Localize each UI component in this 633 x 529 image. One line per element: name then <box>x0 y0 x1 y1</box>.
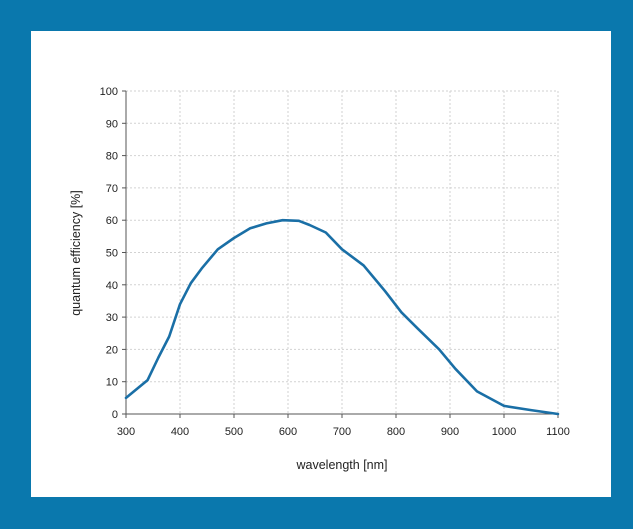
y-tick-label-5: 50 <box>106 248 118 260</box>
x-tick-label-5: 800 <box>387 426 405 438</box>
x-tick-label-2: 500 <box>225 426 243 438</box>
y-axis-ticks: 0 10 20 30 40 50 60 70 80 90 100 <box>100 86 126 421</box>
x-tick-label-8: 1100 <box>546 426 570 438</box>
x-tick-label-0: 300 <box>117 426 135 438</box>
series-group <box>124 218 560 416</box>
x-axis-ticks: 300 400 500 600 700 800 900 1000 1100 <box>117 414 570 438</box>
y-axis-title: quantum efficiency [%] <box>69 190 83 316</box>
grid <box>126 90 559 414</box>
y-tick-label-4: 40 <box>106 280 118 292</box>
x-tick-label-7: 1000 <box>492 426 516 438</box>
x-tick-label-3: 600 <box>279 426 297 438</box>
y-tick-label-1: 10 <box>106 377 118 389</box>
x-axis-title: wavelength [nm] <box>295 458 387 472</box>
y-tick-label-9: 90 <box>106 118 118 130</box>
y-tick-label-8: 80 <box>106 151 118 163</box>
y-tick-label-0: 0 <box>112 409 118 421</box>
x-tick-label-6: 900 <box>441 426 459 438</box>
series-line-0 <box>124 218 560 416</box>
x-tick-label-1: 400 <box>171 426 189 438</box>
y-tick-label-7: 70 <box>106 183 118 195</box>
y-tick-label-2: 20 <box>106 344 118 356</box>
y-tick-label-6: 60 <box>106 215 118 227</box>
chart-panel <box>31 31 611 497</box>
y-tick-label-3: 30 <box>106 312 118 324</box>
x-tick-label-4: 700 <box>333 426 351 438</box>
y-tick-label-10: 100 <box>100 86 118 98</box>
